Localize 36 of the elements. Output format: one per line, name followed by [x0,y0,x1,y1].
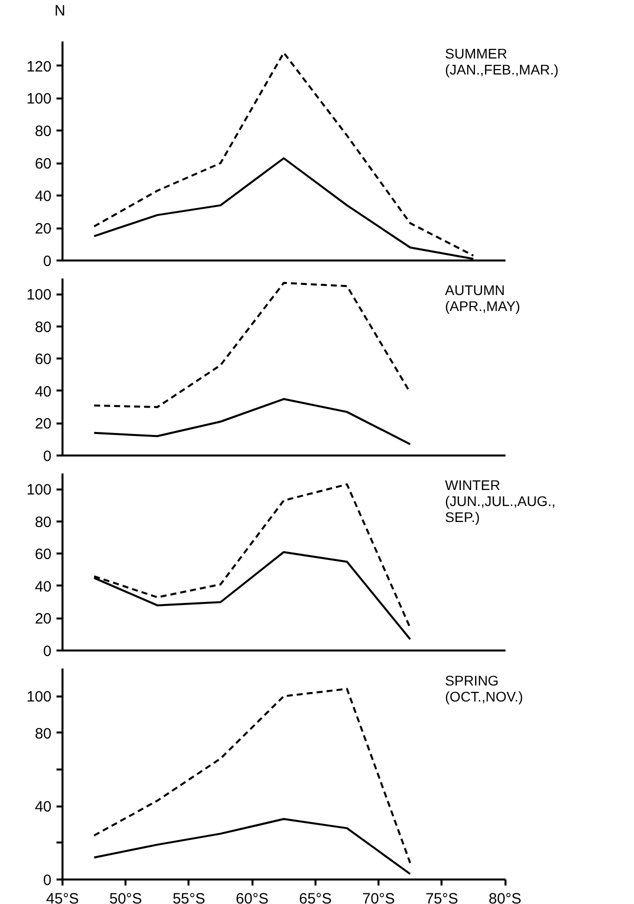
y-tick-label: 120 [26,58,52,76]
y-tick-label: 0 [43,448,52,465]
y-tick-label: 80 [34,318,52,336]
y-tick-label: 0 [43,643,52,660]
y-tick-label: 40 [34,383,52,400]
y-tick-label: 100 [26,688,52,706]
y-tick-label: 80 [34,123,52,140]
y-tick-label: 100 [26,90,52,108]
y-tick-label: 100 [26,482,52,499]
y-tick-label: 60 [34,351,52,368]
y-tick-label: 20 [34,610,52,628]
annotation: WINTER (JUN.,JUL.,AUG., SEP.) [445,477,556,526]
x-tick-label: 65°S [299,890,332,904]
y-tick-label: 80 [34,725,52,742]
x-tick-label: 60°S [236,890,269,904]
y-tick-label: 40 [34,798,52,816]
annotation: AUTUMN (APR.,MAY) [445,282,520,314]
annotation: SUMMER (JAN.,FEB.,MAR.) [445,45,559,78]
y-tick-label: 20 [34,220,52,238]
x-tick-label: 50°S [109,890,142,904]
annotation: SPRING (OCT.,NOV.) [445,672,524,705]
x-tick-label: 55°S [172,890,206,904]
y-tick-label: 80 [34,514,52,531]
y-tick-label: 40 [34,578,52,596]
y-tick-label: 60 [34,546,52,564]
y-tick-label: 40 [34,188,52,206]
y-tick-label: 20 [34,416,52,433]
y-axis-title: N [54,2,66,20]
x-tick-label: 45°S [46,890,79,904]
y-tick-label: 60 [34,156,52,173]
y-tick-label: 0 [43,253,52,270]
y-tick-label: 0 [43,872,52,889]
x-tick-label: 75°S [425,890,458,904]
x-tick-label: 80°S [488,890,522,904]
x-tick-label: 70°S [362,890,395,904]
y-tick-label: 100 [26,286,52,304]
